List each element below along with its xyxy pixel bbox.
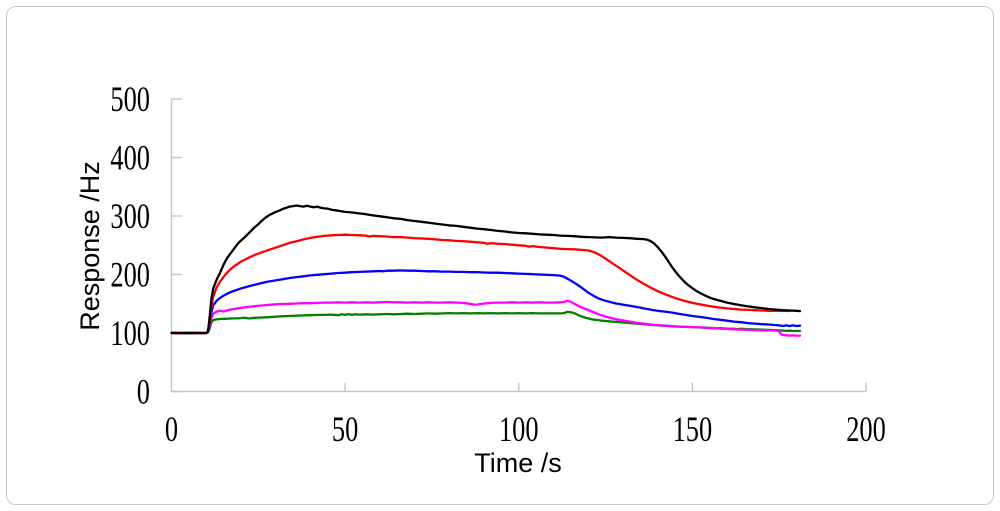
tick-labels: 0 100 200 300 400 500 0 50 100 150 200 bbox=[110, 79, 885, 449]
x-tick-label: 0 bbox=[165, 409, 178, 449]
axes bbox=[170, 98, 867, 393]
series-lines bbox=[170, 204, 802, 337]
figure-border bbox=[6, 6, 994, 505]
series-line-green bbox=[170, 310, 802, 335]
y-tick-label: 500 bbox=[110, 79, 150, 119]
y-tick-label: 400 bbox=[110, 138, 150, 178]
y-tick-label: 300 bbox=[110, 196, 150, 236]
x-tick-label: 50 bbox=[332, 409, 358, 449]
y-tick-label: 200 bbox=[110, 255, 150, 295]
series-line-blue bbox=[170, 269, 802, 335]
y-axis-title: Response /Hz bbox=[75, 161, 105, 331]
series-line-black bbox=[170, 204, 802, 335]
series-line-red bbox=[170, 233, 791, 335]
series-line-magenta bbox=[170, 299, 802, 337]
x-tick-label: 200 bbox=[846, 409, 886, 449]
x-tick-label: 150 bbox=[673, 409, 713, 449]
x-tick-label: 100 bbox=[499, 409, 539, 449]
y-tick-label: 100 bbox=[110, 313, 150, 353]
y-tick-label: 0 bbox=[137, 372, 150, 412]
x-axis-title: Time /s bbox=[474, 448, 562, 478]
